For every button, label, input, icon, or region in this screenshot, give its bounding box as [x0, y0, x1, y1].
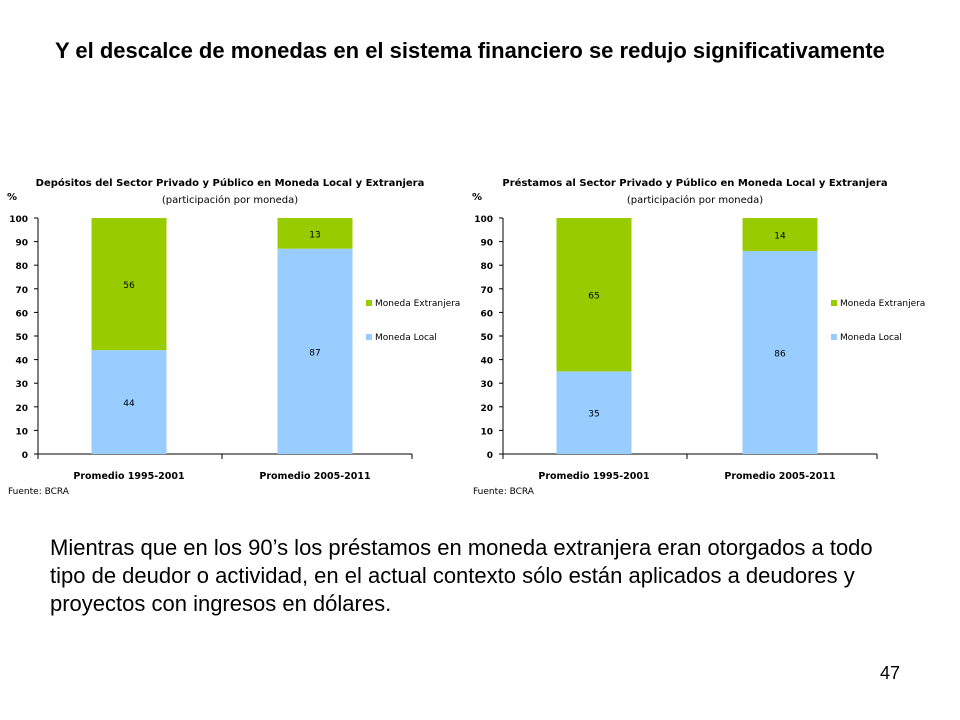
y-tick-label: 80 — [480, 262, 493, 272]
y-tick-label: 60 — [480, 309, 493, 319]
legend-label: Moneda Extranjera — [840, 299, 925, 309]
bar-moneda-extranjera — [277, 218, 353, 249]
y-tick-label: 70 — [480, 286, 493, 296]
y-tick-label: 70 — [15, 286, 28, 296]
bar-moneda-local — [91, 350, 167, 454]
y-tick-label: 0 — [22, 451, 28, 461]
data-label: 35 — [588, 410, 599, 420]
data-label: 56 — [123, 281, 135, 291]
legend-label: Moneda Extranjera — [375, 299, 460, 309]
chart-subtitle: (participación por moneda) — [627, 194, 763, 206]
bar-moneda-extranjera — [91, 218, 167, 351]
data-label: 86 — [774, 350, 786, 360]
data-label: 13 — [309, 230, 320, 240]
data-label: 44 — [123, 399, 135, 409]
x-tick-label: Promedio 2005-2011 — [724, 471, 835, 482]
chart-title: Préstamos al Sector Privado y Público en… — [502, 177, 887, 189]
bar-moneda-extranjera — [742, 218, 818, 252]
legend-label: Moneda Local — [375, 333, 437, 343]
y-axis-unit: % — [472, 192, 482, 203]
y-tick-label: 0 — [487, 451, 493, 461]
y-tick-label: 30 — [15, 380, 28, 390]
bar-moneda-local — [556, 371, 632, 454]
y-tick-label: 50 — [480, 333, 493, 343]
chart-source: Fuente: BCRA — [8, 487, 70, 497]
chart-source: Fuente: BCRA — [473, 487, 535, 497]
y-tick-label: 90 — [480, 239, 493, 249]
bar-moneda-extranjera — [556, 218, 632, 372]
data-label: 14 — [774, 232, 786, 242]
data-label: 87 — [309, 348, 320, 358]
y-tick-label: 10 — [480, 427, 493, 437]
legend-swatch — [366, 334, 372, 340]
legend-swatch — [831, 300, 837, 306]
chart-subtitle: (participación por moneda) — [162, 194, 298, 206]
bar-moneda-local — [277, 248, 353, 454]
chart-title: Depósitos del Sector Privado y Público e… — [36, 177, 425, 189]
page-number: 47 — [880, 663, 901, 683]
loans-chart-svg: Préstamos al Sector Privado y Público en… — [472, 177, 925, 497]
loans-chart: Préstamos al Sector Privado y Público en… — [465, 168, 945, 508]
deposits-chart-svg: Depósitos del Sector Privado y Público e… — [7, 177, 460, 497]
y-tick-label: 40 — [480, 357, 493, 367]
deposits-chart: Depósitos del Sector Privado y Público e… — [0, 168, 480, 508]
y-tick-label: 30 — [480, 380, 493, 390]
y-tick-label: 50 — [15, 333, 28, 343]
y-tick-label: 100 — [9, 215, 28, 225]
y-tick-label: 100 — [474, 215, 493, 225]
legend-swatch — [831, 334, 837, 340]
x-tick-label: Promedio 1995-2001 — [73, 471, 184, 482]
y-tick-label: 10 — [15, 427, 28, 437]
y-tick-label: 20 — [480, 404, 493, 414]
y-tick-label: 60 — [15, 309, 28, 319]
y-tick-label: 40 — [15, 357, 28, 367]
y-axis-unit: % — [7, 192, 17, 203]
x-tick-label: Promedio 1995-2001 — [538, 471, 649, 482]
y-tick-label: 20 — [15, 404, 28, 414]
legend-swatch — [366, 300, 372, 306]
body-text: Mientras que en los 90’s los préstamos e… — [50, 535, 873, 616]
x-tick-label: Promedio 2005-2011 — [259, 471, 370, 482]
legend-label: Moneda Local — [840, 333, 902, 343]
y-tick-label: 90 — [15, 239, 28, 249]
y-tick-label: 80 — [15, 262, 28, 272]
slide-title: Y el descalce de monedas en el sistema f… — [55, 38, 885, 63]
bar-moneda-local — [742, 251, 818, 454]
data-label: 65 — [588, 292, 599, 302]
